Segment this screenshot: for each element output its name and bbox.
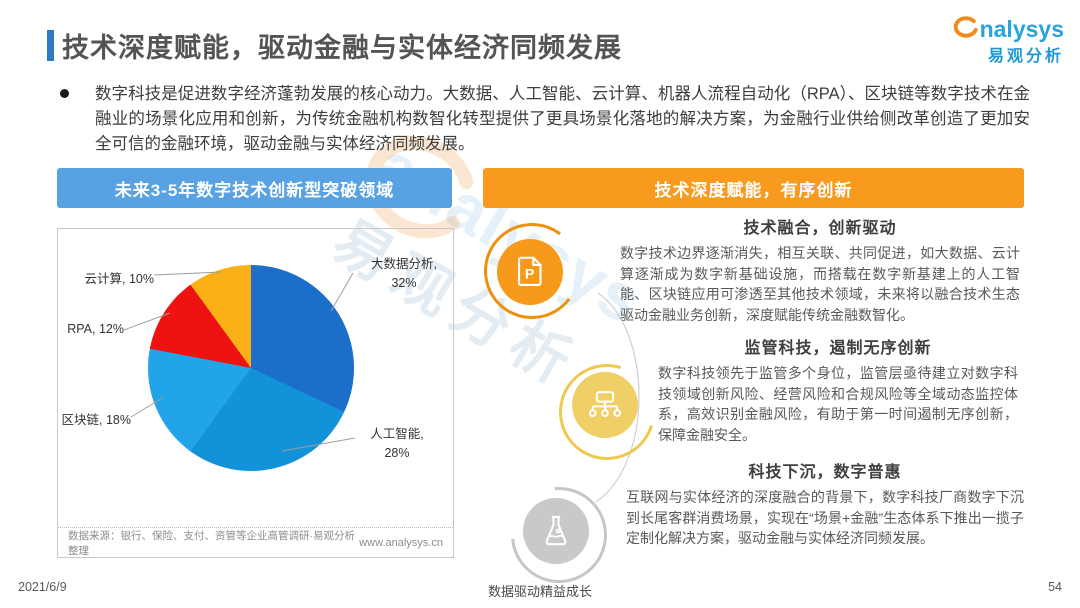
section-tech-inclusion: 科技下沉，数字普惠 互联网与实体经济的深度融合的背景下，数字科技厂商数字下沉到长…	[626, 458, 1024, 549]
section-regtech: 监管科技，遏制无序创新 数字科技领先于监管多个身位，监管层亟待建立对数字科技领域…	[658, 334, 1018, 445]
pie-chart	[148, 265, 354, 471]
pie-chart-panel: 大数据分析, 32% 人工智能, 28% 区块链, 18% RPA, 12% 云计算…	[57, 228, 454, 558]
flask-icon	[523, 498, 589, 564]
website-text: www.analysys.cn	[359, 536, 443, 549]
pie-leader-lines	[123, 271, 356, 452]
pie-label-bigdata: 大数据分析, 32%	[371, 257, 437, 290]
logo-cn-text: 易观分析	[987, 48, 1064, 65]
section-title: 技术融合，创新驱动	[743, 220, 897, 237]
pie-label-blockchain: 区块链, 18%	[61, 413, 131, 427]
page-title: 技术深度赋能，驱动金融与实体经济同频发展	[62, 33, 622, 63]
document-p-icon: P	[497, 239, 563, 305]
analysys-logo: nalysys 易观分析	[934, 14, 1064, 66]
footer-page-number: 54	[1048, 580, 1062, 594]
section-tech-fusion: 技术融合，创新驱动 数字技术边界逐渐消失，相互关联、共同促进，如大数据、云计算逐…	[620, 214, 1020, 325]
section-body: 数字科技领先于监管多个身位，监管层亟待建立对数字科技领域创新风险、经营风险和合规…	[658, 365, 1018, 443]
footer-slogan: 数据驱动精益成长	[487, 584, 592, 599]
section-body: 数字技术边界逐渐消失，相互关联、共同促进，如大数据、云计算逐渐成为数字新基础设施…	[620, 245, 1020, 323]
pie-label-cloud: 云计算, 10%	[84, 272, 154, 286]
logo-brand-text: nalysys	[979, 16, 1064, 42]
footer-date: 2021/6/9	[18, 580, 67, 594]
section-body: 互联网与实体经济的深度融合的背景下，数字科技厂商数字下沉到长尾客群消费场景，实现…	[626, 489, 1024, 546]
left-panel-header: 未来3-5年数字技术创新型突破领域	[57, 168, 452, 208]
svg-text:P: P	[525, 266, 535, 282]
pie-label-ai: 人工智能, 28%	[370, 427, 424, 460]
section-title: 监管科技，遏制无序创新	[744, 340, 932, 357]
section-title: 科技下沉，数字普惠	[748, 464, 902, 481]
source-row: 数据来源：银行、保险、支付、资管等企业高管调研·易观分析整理 www.analy…	[58, 527, 453, 557]
logo-swoosh-icon	[953, 16, 978, 38]
bullet-dot	[60, 89, 69, 98]
hierarchy-icon	[572, 372, 638, 438]
right-panel-header: 技术深度赋能，有序创新	[483, 168, 1024, 208]
intro-paragraph: 数字科技是促进数字经济蓬勃发展的核心动力。大数据、人工智能、云计算、机器人流程自…	[95, 85, 1030, 153]
data-source-text: 数据来源：银行、保险、支付、资管等企业高管调研·易观分析整理	[68, 529, 355, 557]
title-accent-bar	[47, 30, 54, 61]
pie-label-rpa: RPA, 12%	[67, 322, 124, 336]
